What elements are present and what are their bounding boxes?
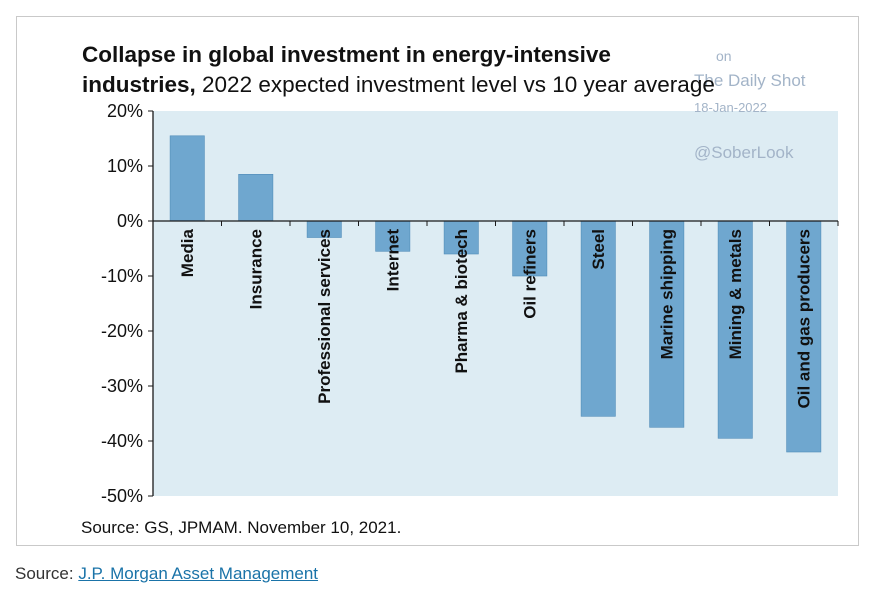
bar-7 [649, 220, 685, 428]
bar-8 [717, 220, 753, 439]
category-label-1: Insurance [246, 229, 265, 309]
chart-source-note: Source: GS, JPMAM. November 10, 2021. [81, 518, 402, 537]
bars-group [169, 135, 822, 453]
chart-title-line2: industries, 2022 expected investment lev… [82, 70, 802, 100]
category-label-7: Marine shipping [657, 229, 676, 359]
category-label-3: Internet [383, 229, 402, 292]
category-label-5: Oil refiners [520, 229, 539, 319]
y-tick-label-5: -30% [101, 376, 143, 396]
chart-title-line1: Collapse in global investment in energy-… [82, 42, 611, 67]
y-tick-label-0: 20% [107, 101, 143, 121]
watermark-name: The Daily Shot [694, 71, 806, 90]
bar-1 [238, 174, 274, 222]
bar-4 [443, 220, 479, 255]
y-tick-label-3: -10% [101, 266, 143, 286]
category-label-0: Media [178, 228, 197, 277]
chart-subtitle: 2022 expected investment level vs 10 yea… [195, 72, 715, 97]
y-tick-label-2: 0% [117, 211, 143, 231]
chart-title-line2-bold: industries, [82, 72, 196, 97]
y-tick-label-6: -40% [101, 431, 143, 451]
bar-6 [580, 220, 616, 417]
watermark-date: 18-Jan-2022 [694, 100, 767, 115]
footer-source: Source: J.P. Morgan Asset Management [15, 564, 318, 584]
category-label-9: Oil and gas producers [794, 229, 813, 409]
category-label-6: Steel [589, 229, 608, 270]
y-tick-label-7: -50% [101, 486, 143, 506]
source-link[interactable]: J.P. Morgan Asset Management [78, 564, 319, 583]
watermark: on The Daily Shot 18-Jan-2022 @SoberLook [694, 48, 806, 162]
watermark-fragment: on [716, 48, 732, 64]
category-label-8: Mining & metals [726, 229, 745, 359]
bar-0 [169, 135, 205, 222]
watermark-handle: @SoberLook [694, 143, 794, 162]
y-tick-label-4: -20% [101, 321, 143, 341]
category-label-2: Professional services [315, 229, 334, 404]
y-tick-labels: 20% 10% 0% -10% -20% -30% -40% -50% [101, 101, 143, 506]
axes-group [148, 110, 839, 497]
y-tick-label-1: 10% [107, 156, 143, 176]
bar-9 [786, 220, 822, 453]
footer-source-prefix: Source: [15, 564, 79, 583]
category-label-4: Pharma & biotech [452, 229, 471, 374]
category-labels: Media Insurance Professional services Inter… [178, 228, 813, 409]
bar-5 [512, 220, 548, 277]
chart-title-block: Collapse in global investment in energy-… [82, 40, 802, 100]
